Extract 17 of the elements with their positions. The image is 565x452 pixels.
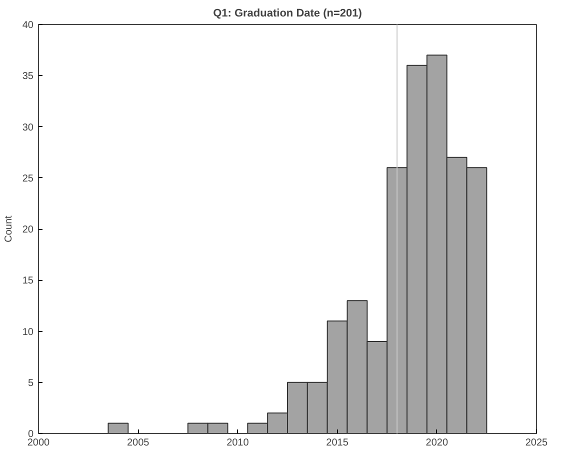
- x-tick-label: 2000: [27, 438, 50, 448]
- x-tick-label: 2005: [126, 438, 150, 448]
- y-tick-label: 40: [22, 20, 34, 31]
- y-tick-label: 5: [28, 378, 34, 389]
- x-tick-label: 2020: [426, 438, 448, 448]
- y-axis-title: Count: [3, 215, 14, 242]
- y-tick-label: 35: [22, 71, 34, 82]
- y-tick-label: 15: [22, 276, 34, 287]
- y-tick-label: 20: [22, 224, 34, 236]
- x-tick-label: 2015: [326, 438, 349, 448]
- x-tick-label: 2010: [226, 438, 250, 448]
- y-tick-label: 0: [28, 429, 34, 440]
- chart-title: Q1: Graduation Date (n=201): [213, 8, 362, 20]
- y-tick-label: 10: [22, 326, 34, 338]
- y-tick-label: 25: [22, 173, 34, 184]
- y-tick-label: 30: [22, 122, 34, 134]
- x-tick-label: 2025: [525, 438, 548, 448]
